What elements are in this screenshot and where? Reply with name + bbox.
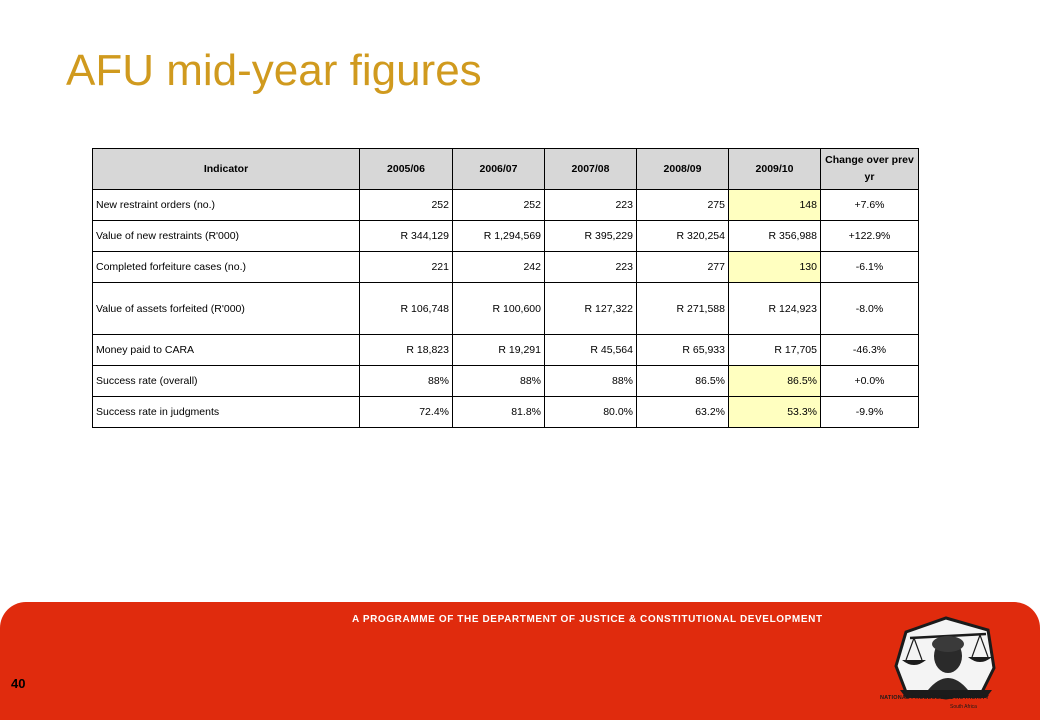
cell-2006-07: R 100,600: [452, 282, 545, 335]
cell-change: -6.1%: [820, 251, 919, 283]
cell-2006-07: 81.8%: [452, 396, 545, 428]
cell-2008-09: 277: [636, 251, 729, 283]
logo-org-name: NATIONAL PROSECUTING AUTHORITY: [880, 695, 990, 701]
cell-indicator: New restraint orders (no.): [92, 189, 360, 221]
cell-2005-06: R 344,129: [359, 220, 453, 252]
header-2005-06: 2005/06: [359, 148, 453, 190]
footer-programme-text: A PROGRAMME OF THE DEPARTMENT OF JUSTICE…: [352, 614, 823, 625]
scales-of-justice-emblem-icon: [894, 616, 996, 700]
cell-change: -9.9%: [820, 396, 919, 428]
cell-2007-08: 223: [544, 251, 637, 283]
cell-2009-10: R 356,988: [728, 220, 821, 252]
cell-2009-10: 148: [728, 189, 821, 221]
table-row: Success rate in judgments 72.4% 81.8% 80…: [92, 396, 919, 428]
cell-2006-07: 242: [452, 251, 545, 283]
header-2007-08: 2007/08: [544, 148, 637, 190]
cell-2007-08: 80.0%: [544, 396, 637, 428]
cell-indicator: Success rate in judgments: [92, 396, 360, 428]
cell-2006-07: 252: [452, 189, 545, 221]
cell-indicator: Money paid to CARA: [92, 334, 360, 366]
cell-2008-09: R 271,588: [636, 282, 729, 335]
cell-2008-09: 86.5%: [636, 365, 729, 397]
cell-2009-10: 130: [728, 251, 821, 283]
cell-2009-10: 86.5%: [728, 365, 821, 397]
cell-2009-10: R 17,705: [728, 334, 821, 366]
cell-indicator: Success rate (overall): [92, 365, 360, 397]
cell-2007-08: 223: [544, 189, 637, 221]
header-2008-09: 2008/09: [636, 148, 729, 190]
cell-2007-08: R 395,229: [544, 220, 637, 252]
cell-indicator: Value of assets forfeited (R'000): [92, 282, 360, 335]
table-row: Value of assets forfeited (R'000) R 106,…: [92, 282, 919, 335]
cell-2005-06: 88%: [359, 365, 453, 397]
table-row: Money paid to CARA R 18,823 R 19,291 R 4…: [92, 334, 919, 366]
cell-2006-07: R 1,294,569: [452, 220, 545, 252]
cell-2007-08: R 45,564: [544, 334, 637, 366]
cell-2007-08: 88%: [544, 365, 637, 397]
cell-indicator: Completed forfeiture cases (no.): [92, 251, 360, 283]
cell-2008-09: 63.2%: [636, 396, 729, 428]
cell-indicator: Value of new restraints (R'000): [92, 220, 360, 252]
header-indicator: Indicator: [92, 148, 360, 190]
cell-change: -8.0%: [820, 282, 919, 335]
cell-2005-06: R 18,823: [359, 334, 453, 366]
cell-2007-08: R 127,322: [544, 282, 637, 335]
header-2006-07: 2006/07: [452, 148, 545, 190]
cell-2005-06: 252: [359, 189, 453, 221]
cell-change: +0.0%: [820, 365, 919, 397]
footer-band: A PROGRAMME OF THE DEPARTMENT OF JUSTICE…: [0, 602, 1040, 720]
table-header-row: Indicator 2005/06 2006/07 2007/08 2008/0…: [92, 148, 919, 190]
cell-2006-07: 88%: [452, 365, 545, 397]
cell-change: +122.9%: [820, 220, 919, 252]
cell-2009-10: 53.3%: [728, 396, 821, 428]
table-row: Success rate (overall) 88% 88% 88% 86.5%…: [92, 365, 919, 397]
cell-2009-10: R 124,923: [728, 282, 821, 335]
cell-2008-09: R 320,254: [636, 220, 729, 252]
cell-2008-09: 275: [636, 189, 729, 221]
header-change: Change over prev yr: [820, 148, 919, 190]
table-row: New restraint orders (no.) 252 252 223 2…: [92, 189, 919, 221]
header-2009-10: 2009/10: [728, 148, 821, 190]
slide-title: AFU mid-year figures: [66, 46, 482, 95]
table-row: Value of new restraints (R'000) R 344,12…: [92, 220, 919, 252]
logo-country: South Africa: [950, 704, 977, 710]
table-row: Completed forfeiture cases (no.) 221 242…: [92, 251, 919, 283]
cell-change: +7.6%: [820, 189, 919, 221]
page-number: 40: [11, 676, 26, 691]
cell-2006-07: R 19,291: [452, 334, 545, 366]
cell-2005-06: 72.4%: [359, 396, 453, 428]
cell-2005-06: 221: [359, 251, 453, 283]
afu-figures-table: Indicator 2005/06 2006/07 2007/08 2008/0…: [92, 148, 919, 428]
cell-change: -46.3%: [820, 334, 919, 366]
cell-2005-06: R 106,748: [359, 282, 453, 335]
cell-2008-09: R 65,933: [636, 334, 729, 366]
